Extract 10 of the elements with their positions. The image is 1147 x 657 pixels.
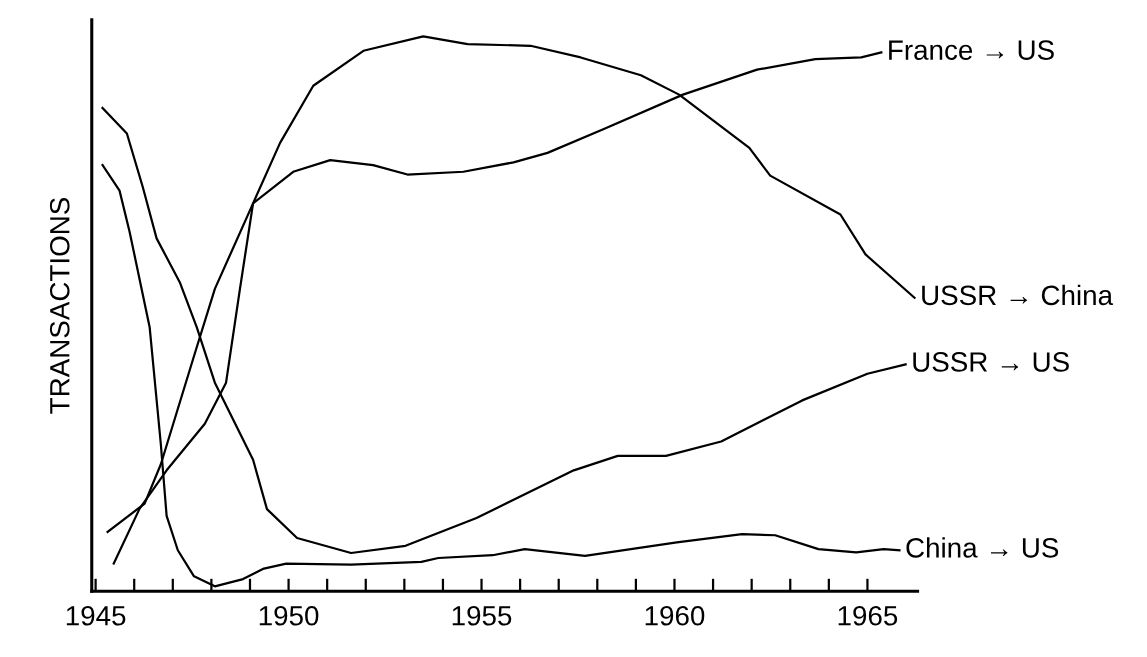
x-tick-label: 1945 [66,605,126,626]
y-axis-title: TRANSACTIONS [49,197,70,414]
series-label: USSR → US [913,352,1069,372]
x-tick-label: 1955 [452,605,512,626]
x-tick-label: 1960 [645,605,705,626]
series-label: France → US [889,40,1054,60]
x-tick-label: 1950 [259,605,319,626]
series-label: China → US [906,537,1059,558]
series-label: USSR → China [922,284,1114,306]
x-tick-label: 1965 [838,605,898,626]
